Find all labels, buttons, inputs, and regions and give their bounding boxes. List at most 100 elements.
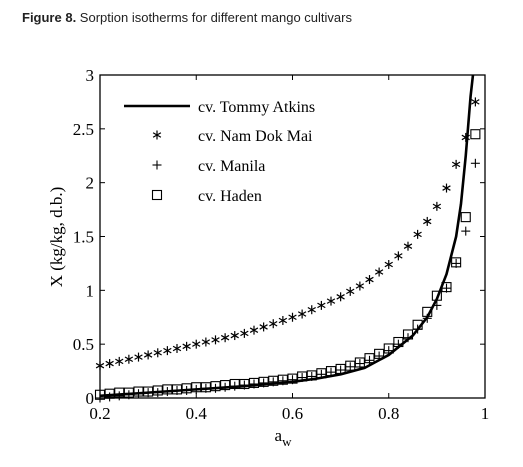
point-cv-manila [470,158,480,168]
point-cv-haden [229,378,240,390]
y-axis-title: X (kg/kg, d.b.) [47,187,66,288]
point-cv-nam-dok-mai-stroke [259,324,268,330]
point-cv-nam-dok-mai-stroke [115,358,124,365]
point-cv-nam-dok-mai [461,132,470,142]
point-cv-nam-dok-mai [307,305,316,315]
point-cv-haden [162,384,173,395]
point-cv-nam-dok-mai [134,352,143,362]
point-cv-haden [345,360,356,371]
point-cv-nam-dok-mai [365,275,374,285]
point-cv-nam-dok-mai-stroke [317,302,326,309]
point-cv-manila [461,226,471,236]
figure-caption: Figure 8. Sorption isotherms for differe… [22,10,352,25]
legend-swatch-square [151,189,163,201]
legend-item-cv-nam-dok-mai: cv. Nam Dok Mai [152,128,313,145]
point-cv-manila [384,346,394,356]
point-cv-haden-box [239,378,250,390]
point-cv-manila [211,383,220,393]
point-cv-nam-dok-mai-stroke [451,161,461,168]
point-cv-haden-box [335,363,346,374]
point-cv-nam-dok-mai [240,328,249,338]
point-cv-nam-dok-mai-stroke [461,134,470,141]
point-cv-haden-box [123,387,134,398]
point-cv-nam-dok-mai [374,267,384,277]
point-cv-nam-dok-mai-stroke [297,311,307,317]
point-cv-nam-dok-mai-stroke [278,317,288,324]
point-cv-haden-box [374,348,385,359]
series-cv-haden [94,129,481,400]
legend-label: cv. Manila [198,158,265,175]
point-cv-haden [402,329,414,340]
point-cv-manila [365,355,374,365]
point-cv-manila [422,313,432,323]
point-cv-nam-dok-mai [259,322,268,332]
point-cv-haden [220,380,231,391]
point-cv-haden [297,371,308,382]
point-cv-manila [134,389,143,399]
point-cv-haden [239,378,250,390]
point-cv-haden [133,386,144,397]
point-cv-haden-box [364,353,375,364]
x-axis-title-sub: w [282,434,292,449]
point-cv-nam-dok-mai-stroke [105,360,114,367]
point-cv-nam-dok-mai [384,259,393,269]
point-cv-haden-box [191,382,202,393]
point-cv-haden-box [441,282,452,293]
point-cv-manila [374,351,384,361]
legend-label: cv. Tommy Atkins [198,99,315,116]
x-axis-title-main: a [275,426,283,445]
point-cv-manila [393,339,403,349]
point-cv-nam-dok-mai-stroke [240,330,249,337]
point-cv-haden [306,370,317,381]
point-cv-nam-dok-mai-stroke [230,332,239,339]
point-cv-nam-dok-mai-stroke [134,354,143,360]
point-cv-nam-dok-mai [297,309,307,319]
point-cv-haden-box [258,376,269,387]
point-cv-haden [316,368,327,379]
point-cv-haden [431,290,442,301]
x-tick-label: 0.8 [378,404,399,423]
point-cv-nam-dok-mai-stroke [355,283,365,289]
point-cv-nam-dok-mai [451,159,461,169]
point-cv-haden [210,381,221,392]
x-tick-label: 0.2 [89,404,110,423]
x-axis-title: aw [275,426,293,449]
point-cv-haden [441,282,452,293]
y-tick-label: 0 [86,389,95,408]
point-cv-haden-box [354,357,365,368]
point-cv-haden-box [268,375,279,386]
point-cv-haden-box [306,370,317,381]
point-cv-nam-dok-mai-stroke [220,334,230,341]
point-cv-nam-dok-mai-stroke [153,350,162,356]
point-cv-haden-box [412,319,423,330]
point-cv-nam-dok-mai-stroke [403,243,413,249]
point-cv-haden [335,363,346,374]
point-cv-haden-box [229,378,240,390]
point-cv-haden-box [451,257,462,268]
point-cv-manila [114,391,124,401]
point-cv-nam-dok-mai-stroke [192,341,201,347]
point-cv-haden-box [316,368,327,379]
point-cv-haden [393,336,404,348]
series-cv-nam-dok-mai [95,97,480,371]
point-cv-nam-dok-mai-stroke [442,185,451,191]
legend: cv. Tommy Atkins cv. Nam Dok Mai cv. Manil… [124,99,315,205]
point-cv-nam-dok-mai [317,300,326,310]
point-cv-nam-dok-mai [201,337,211,347]
legend-item-cv-tommy-atkins: cv. Tommy Atkins [124,99,315,116]
point-cv-haden-box [114,387,125,398]
point-cv-nam-dok-mai-stroke [269,320,278,327]
point-cv-haden-box [460,212,471,223]
point-cv-haden-box [277,374,288,385]
point-cv-haden [152,385,163,396]
series-cv-manila [95,158,480,403]
point-cv-haden-box [402,329,414,340]
point-cv-nam-dok-mai-stroke [326,298,336,304]
legend-swatch-plus [152,160,162,170]
point-cv-manila [153,388,163,398]
point-cv-haden-box [287,373,298,384]
point-cv-haden-box [133,386,144,397]
point-cv-nam-dok-mai [403,241,413,251]
legend-label: cv. Nam Dok Mai [198,128,313,145]
